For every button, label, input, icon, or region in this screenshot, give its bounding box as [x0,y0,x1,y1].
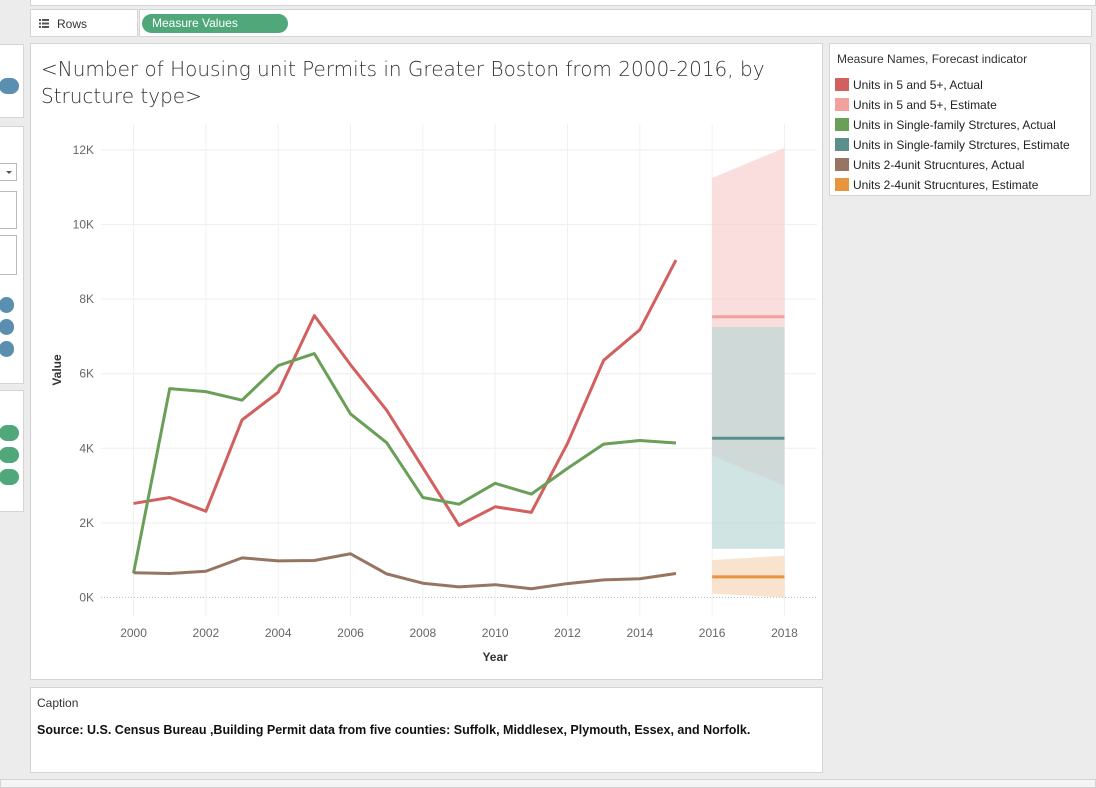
y-tick-label: 0K [79,590,94,604]
legend-item[interactable]: Units in Single-family Strctures, Estima… [835,135,1087,155]
legend-swatch [835,118,849,131]
x-tick-label: 2016 [699,626,726,640]
x-tick-label: 2014 [626,626,653,640]
legend-label: Units in Single-family Strctures, Estima… [853,138,1070,152]
dropdown-control[interactable] [0,163,17,181]
x-tick-label: 2018 [771,626,798,640]
chevron-down-icon [6,171,12,174]
legend-title: Measure Names, Forecast indicator [837,52,1028,66]
measure-value-pill-1[interactable] [0,425,19,441]
rows-label: Rows [57,17,88,31]
legend-label: Units 2-4unit Strucntures, Estimate [853,178,1039,192]
y-axis-title: Value [50,354,64,386]
rows-shelf[interactable] [139,9,1092,37]
left-panel-filters [0,126,24,384]
legend-swatch [835,78,849,91]
rows-shelf-label: Rows [30,9,138,37]
caption-title: Caption [37,696,79,710]
caption-text: Source: U.S. Census Bureau ,Building Per… [37,723,751,737]
measure-value-pill-3[interactable] [0,469,19,485]
x-tick-label: 2012 [554,626,581,640]
legend-item[interactable]: Units in Single-family Strctures, Actual [835,115,1087,135]
top-shelf-strip [30,0,1096,6]
measure-values-pill[interactable]: Measure Values [142,14,288,33]
legend-label: Units 2-4unit Strucntures, Actual [853,158,1025,172]
size-control[interactable] [0,235,17,275]
left-panel-measure-values [0,390,24,512]
status-bar [0,779,1096,788]
legend-item[interactable]: Units in 5 and 5+, Actual [835,75,1087,95]
x-tick-label: 2006 [337,626,364,640]
legend-label: Units in 5 and 5+, Actual [853,78,983,92]
legend-item[interactable]: Units in 5 and 5+, Estimate [835,95,1087,115]
measure-pill-1[interactable] [0,297,14,313]
dimension-pill[interactable] [0,78,19,94]
y-tick-label: 2K [79,516,94,530]
legend-item[interactable]: Units 2-4unit Strucntures, Estimate [835,175,1087,195]
x-tick-label: 2004 [265,626,292,640]
legend-item[interactable]: Units 2-4unit Strucntures, Actual [835,155,1087,175]
x-tick-label: 2010 [482,626,509,640]
legend-swatch [835,138,849,151]
measure-value-pill-2[interactable] [0,447,19,463]
color-control[interactable] [0,191,17,229]
rows-icon [39,19,49,28]
y-tick-label: 12K [73,143,94,157]
measure-pill-3[interactable] [0,341,14,357]
legend-label: Units in 5 and 5+, Estimate [853,98,997,112]
line-chart: 0K 2K 4K 6K 8K 10K 12K 2000 2002 2004 2006 2008 2010… [50,124,817,664]
chart-title: <Number of Housing unit Permits in Great… [41,57,765,108]
legend-swatch [835,98,849,111]
caption-panel: Caption Source: U.S. Census Bureau ,Buil… [30,687,823,773]
series-line[interactable] [133,259,678,527]
legend-swatch [835,158,849,171]
y-tick-label: 4K [79,441,94,455]
x-tick-label: 2000 [120,626,147,640]
measure-pill-2[interactable] [0,319,14,335]
y-tick-label: 8K [79,292,94,306]
legend-label: Units in Single-family Strctures, Actual [853,118,1056,132]
series-line[interactable] [133,552,677,591]
x-axis-title: Year [482,650,508,664]
y-tick-label: 6K [79,367,94,381]
x-tick-label: 2002 [193,626,220,640]
chart-panel: <Number of Housing unit Permits in Great… [30,43,823,680]
y-tick-label: 10K [73,218,94,232]
left-panel-marks [0,44,24,118]
x-tick-label: 2008 [409,626,436,640]
series-line[interactable] [132,352,677,574]
legend-panel: Measure Names, Forecast indicator Units … [829,43,1091,196]
legend-swatch [835,178,849,191]
